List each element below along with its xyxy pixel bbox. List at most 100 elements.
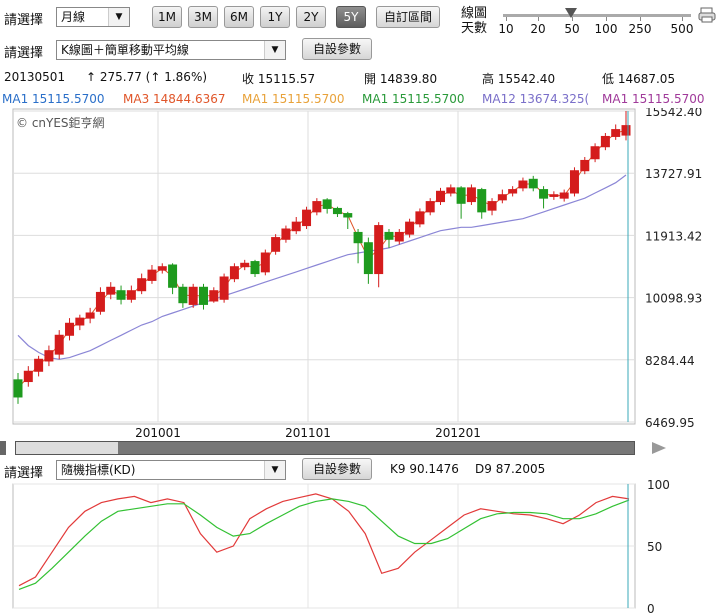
- days-slider-handle[interactable]: [565, 8, 577, 18]
- indicator-select[interactable]: 隨機指標(KD) ▼: [56, 460, 286, 480]
- candle-body: [126, 290, 136, 300]
- slider-tick-mark: [538, 17, 539, 21]
- slider-tick-label: 10: [498, 22, 514, 36]
- candle-body: [198, 286, 208, 305]
- slider-tick-mark: [640, 17, 641, 21]
- ma-label: MA3 14844.6367: [123, 92, 226, 106]
- candle-body: [332, 207, 342, 215]
- candle-body: [240, 262, 250, 268]
- indicator-select-value: 隨機指標(KD): [61, 463, 136, 477]
- watermark: © cnYES鉅亨網: [16, 116, 105, 130]
- settings-button[interactable]: 自設參數: [302, 38, 372, 60]
- candle-body: [569, 170, 579, 194]
- candle-body: [600, 135, 610, 148]
- kd-settings-button[interactable]: 自設參數: [302, 458, 372, 480]
- candle-body: [271, 237, 281, 252]
- slider-label-line2: 天數: [461, 21, 488, 36]
- range-button-1m[interactable]: 1M: [152, 6, 182, 28]
- y-tick-label: 8284.44: [645, 354, 695, 368]
- slider-tick-mark: [572, 17, 573, 21]
- chevron-down-icon: ▼: [264, 41, 285, 59]
- candle-body: [477, 189, 487, 213]
- d-value: D9 87.2005: [475, 462, 546, 476]
- candle-body: [312, 201, 322, 213]
- candle-body: [281, 228, 291, 240]
- candle-body: [260, 252, 270, 273]
- candle-body: [363, 242, 373, 275]
- plot-area: [12, 108, 636, 425]
- candle-body: [34, 358, 44, 372]
- candle-body: [209, 290, 219, 302]
- kd-select-label: 請選擇: [4, 466, 44, 481]
- candle-body: [394, 231, 404, 242]
- range-button-1y[interactable]: 1Y: [260, 6, 290, 28]
- days-slider-track[interactable]: [503, 14, 691, 17]
- chevron-down-icon: ▼: [108, 8, 129, 26]
- period-select[interactable]: 月線 ▼: [56, 7, 130, 27]
- info-open: 開 14839.80: [364, 72, 438, 86]
- candle-body: [487, 201, 497, 211]
- candle-body: [456, 187, 466, 204]
- candle-body: [405, 221, 415, 235]
- ma-label: MA1 15115.5700: [602, 92, 705, 106]
- custom-range-button[interactable]: 自訂區間: [376, 6, 440, 28]
- slider-label-line1: 線圖: [461, 6, 488, 21]
- candle-body: [497, 194, 507, 201]
- range-button-2y[interactable]: 2Y: [296, 6, 326, 28]
- y-tick-label: 13727.91: [645, 167, 702, 181]
- kd-y-tick-label: 100: [647, 478, 670, 492]
- candle-body: [353, 231, 363, 244]
- ma-label: MA1 15115.5700: [362, 92, 465, 106]
- chart-type-label: 請選擇: [4, 46, 44, 61]
- info-close: 收 15115.57: [242, 72, 316, 86]
- slider-tick-label: 250: [628, 22, 652, 36]
- y-tick-label: 6469.95: [645, 416, 695, 430]
- period-select-label: 請選擇: [4, 13, 44, 28]
- slider-tick-mark: [506, 17, 507, 21]
- slider-tick-mark: [682, 17, 683, 21]
- candle-body: [188, 286, 198, 305]
- chart-type-select[interactable]: K線圖＋簡單移動平均線 ▼: [56, 40, 286, 60]
- candle-body: [137, 278, 147, 292]
- scrollbar-track[interactable]: [15, 441, 635, 455]
- candle-body: [302, 209, 312, 227]
- candle-body: [168, 264, 178, 288]
- candle-body: [446, 187, 456, 194]
- ma-label: MA12 13674.325(: [482, 92, 590, 106]
- scroll-right-arrow-icon[interactable]: [652, 442, 666, 454]
- x-axis-label: 201101: [285, 426, 331, 440]
- candle-body: [322, 199, 332, 209]
- kd-chart: 100 50 0: [12, 478, 670, 614]
- candle-body: [147, 269, 157, 281]
- range-button-5y[interactable]: 5Y: [336, 6, 366, 28]
- ma-label: MA1 15115.5700: [242, 92, 345, 106]
- candle-body: [116, 290, 126, 300]
- period-select-value: 月線: [61, 10, 86, 24]
- kd-line-k9: [18, 493, 630, 587]
- candle-body: [528, 178, 538, 189]
- range-button-3m[interactable]: 3M: [188, 6, 218, 28]
- candle-body: [75, 317, 85, 326]
- candle-body: [621, 125, 631, 136]
- info-change: ↑ 275.77 (↑ 1.86%): [86, 70, 208, 84]
- k-value: K9 90.1476: [390, 462, 459, 476]
- candle-body: [590, 146, 600, 160]
- candle-body: [291, 221, 301, 232]
- scrollbar-left-cap[interactable]: [0, 441, 6, 455]
- range-button-6m[interactable]: 6M: [224, 6, 254, 28]
- candle-body: [539, 189, 549, 199]
- candlestick-chart: 15542.40 13727.91 11913.42 10098.93 8284.44 6…: [12, 108, 702, 430]
- scrollbar-thumb[interactable]: [16, 442, 118, 454]
- candle-body: [95, 291, 105, 312]
- x-axis-label: 201001: [135, 426, 181, 440]
- candle-body: [106, 286, 116, 295]
- candle-body: [54, 334, 64, 355]
- candle-body: [13, 379, 23, 398]
- candle-body: [44, 350, 54, 362]
- candle-body: [436, 190, 446, 203]
- candle-body: [415, 211, 425, 225]
- candle-body: [23, 370, 33, 383]
- print-icon[interactable]: [698, 6, 716, 24]
- candle-body: [219, 276, 229, 300]
- slider-tick-label: 500: [670, 22, 694, 36]
